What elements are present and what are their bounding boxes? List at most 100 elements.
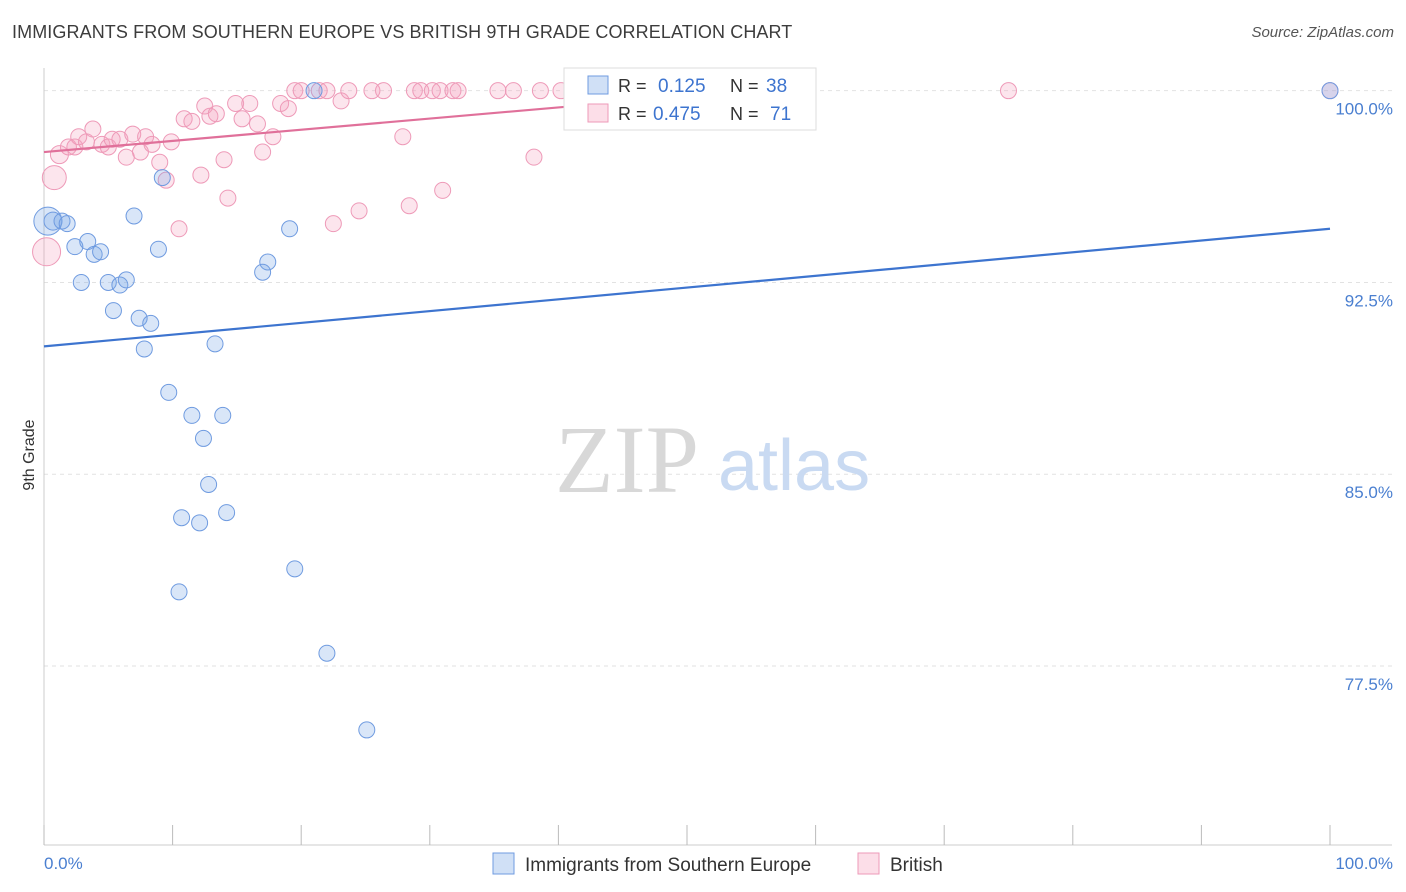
point-southern-europe bbox=[173, 509, 191, 527]
watermark-zip: ZIP bbox=[555, 406, 699, 513]
x-tick-labels: 0.0% 100.0% bbox=[44, 854, 1393, 873]
point-southern-europe bbox=[160, 383, 178, 401]
watermark-atlas: atlas bbox=[718, 426, 870, 506]
point-british bbox=[400, 197, 418, 215]
x-tick-label-end: 100.0% bbox=[1335, 854, 1393, 873]
legend-label-british: British bbox=[890, 855, 943, 876]
point-southern-europe bbox=[200, 475, 218, 493]
grid-lines bbox=[44, 90, 1392, 667]
southern-europe-points bbox=[33, 82, 1339, 739]
point-southern-europe bbox=[281, 220, 299, 238]
legend-swatch-british bbox=[857, 852, 880, 875]
series-legend: Immigrants from Southern Europe British bbox=[492, 852, 943, 876]
point-southern-europe bbox=[125, 207, 143, 225]
legend-box bbox=[563, 67, 817, 131]
point-southern-europe bbox=[153, 169, 171, 187]
point-southern-europe bbox=[170, 583, 188, 601]
legend-n-label-2: N = bbox=[730, 104, 759, 124]
point-southern-europe bbox=[104, 302, 122, 320]
point-british bbox=[248, 115, 266, 133]
y-tick-labels: 77.5% 85.0% 92.5% 100.0% bbox=[1335, 100, 1393, 694]
point-british bbox=[1000, 82, 1017, 100]
point-british bbox=[192, 166, 210, 184]
point-british bbox=[412, 82, 430, 100]
point-british bbox=[233, 110, 251, 128]
point-british bbox=[363, 82, 381, 100]
point-british bbox=[444, 82, 462, 100]
point-southern-europe bbox=[58, 215, 76, 233]
point-british bbox=[151, 153, 169, 171]
legend-r-label-2: R = bbox=[618, 104, 647, 124]
legend-n-label-1: N = bbox=[730, 76, 759, 96]
point-southern-europe bbox=[286, 560, 304, 578]
point-southern-europe bbox=[214, 406, 232, 424]
british-points bbox=[32, 82, 1339, 267]
point-southern-europe bbox=[318, 644, 336, 662]
point-british bbox=[124, 125, 142, 143]
point-british bbox=[431, 82, 449, 100]
point-southern-europe bbox=[218, 504, 236, 522]
point-southern-europe bbox=[92, 243, 110, 261]
y-tick-label: 92.5% bbox=[1345, 291, 1393, 310]
legend-swatch-southern-europe bbox=[492, 852, 515, 875]
point-british bbox=[286, 82, 304, 100]
y-tick-label: 77.5% bbox=[1345, 675, 1393, 694]
point-british bbox=[405, 82, 423, 100]
point-british bbox=[143, 135, 161, 153]
x-tick-label-start: 0.0% bbox=[44, 854, 83, 873]
point-southern-europe bbox=[183, 406, 201, 424]
point-southern-europe bbox=[305, 82, 323, 100]
point-british bbox=[489, 82, 507, 100]
source-label: Source: ZipAtlas.com bbox=[1251, 24, 1394, 41]
chart-title: IMMIGRANTS FROM SOUTHERN EUROPE VS BRITI… bbox=[12, 22, 793, 42]
point-british bbox=[170, 220, 188, 238]
point-british bbox=[279, 100, 297, 118]
point-british bbox=[84, 120, 102, 138]
legend-r-label-1: R = bbox=[618, 76, 647, 96]
point-british bbox=[449, 82, 467, 100]
point-british bbox=[375, 82, 393, 100]
point-british bbox=[394, 128, 412, 146]
point-southern-europe bbox=[72, 273, 90, 291]
point-southern-europe bbox=[43, 211, 63, 231]
point-southern-europe bbox=[142, 314, 160, 332]
point-british bbox=[241, 94, 259, 112]
correlation-legend: R = 0.125 N = 38 R = 0.475 N = 71 bbox=[563, 67, 817, 131]
legend-n-value-2: 71 bbox=[770, 104, 791, 125]
point-southern-europe bbox=[206, 335, 224, 353]
point-british bbox=[111, 130, 129, 148]
legend-r-value-1: 0.125 bbox=[658, 76, 706, 97]
point-southern-europe bbox=[358, 721, 376, 739]
point-british bbox=[340, 82, 358, 100]
point-southern-europe bbox=[53, 212, 71, 230]
point-southern-europe bbox=[66, 238, 84, 256]
point-southern-europe bbox=[254, 263, 272, 281]
point-british bbox=[254, 143, 272, 161]
legend-swatch-pink bbox=[587, 103, 609, 123]
watermark: ZIP atlas bbox=[555, 406, 870, 513]
point-british bbox=[41, 165, 67, 191]
point-british bbox=[207, 105, 225, 123]
y-axis-label: 9th Grade bbox=[21, 419, 38, 490]
point-british bbox=[434, 181, 452, 199]
axes bbox=[43, 68, 1392, 846]
point-southern-europe bbox=[259, 253, 277, 271]
legend-label-southern-europe: Immigrants from Southern Europe bbox=[525, 855, 811, 876]
point-southern-europe bbox=[194, 429, 212, 447]
point-british bbox=[117, 148, 135, 166]
point-british bbox=[318, 82, 336, 100]
point-southern-europe bbox=[149, 240, 167, 258]
point-southern-europe bbox=[191, 514, 209, 532]
legend-swatch-blue bbox=[587, 75, 609, 95]
point-british bbox=[525, 148, 543, 166]
y-tick-label: 85.0% bbox=[1345, 483, 1393, 502]
point-british bbox=[219, 189, 237, 207]
point-southern-europe bbox=[135, 340, 153, 358]
legend-r-value-2: 0.475 bbox=[653, 104, 701, 125]
point-british bbox=[215, 151, 233, 169]
point-southern-europe bbox=[117, 271, 135, 289]
point-british bbox=[531, 82, 549, 100]
point-southern-europe bbox=[1321, 82, 1339, 100]
point-british bbox=[324, 215, 342, 233]
